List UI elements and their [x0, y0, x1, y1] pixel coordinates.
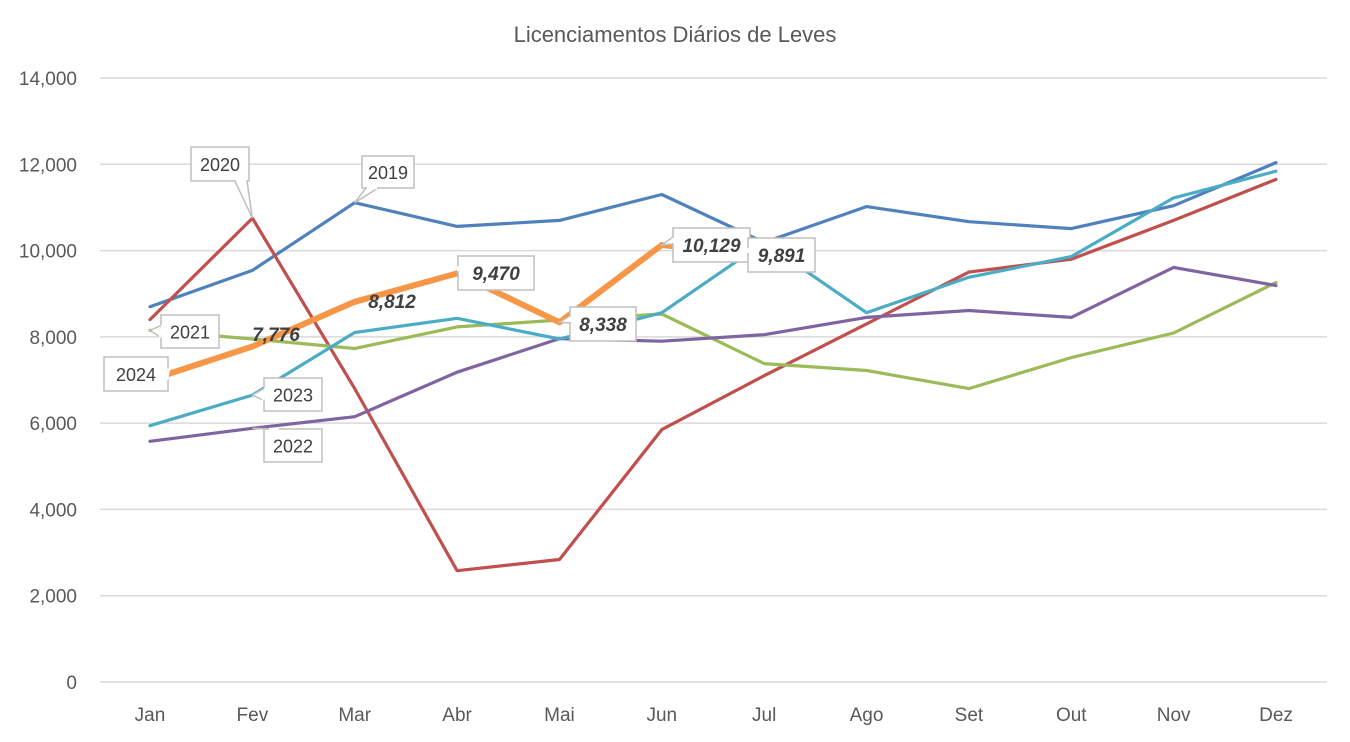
- series-callouts: 2019 2020 2021 2022 2023 2024: [103, 146, 415, 463]
- callout-pointer: [354, 187, 381, 204]
- x-tick-label: Fev: [237, 705, 269, 726]
- callout-box: [263, 428, 323, 463]
- callout-joint: [261, 388, 267, 401]
- data-label-text: 9,891: [758, 246, 806, 267]
- x-tick-label: Jul: [752, 705, 776, 726]
- data-labels: 7,776 8,812 9,470 8,338 10,129 9,891: [252, 227, 816, 346]
- callout-box: [103, 356, 169, 392]
- x-tick-label: Nov: [1157, 705, 1191, 726]
- y-tick-label: 2,000: [29, 587, 77, 608]
- series-line-2019: [148, 161, 1278, 309]
- data-label-box: [569, 306, 637, 342]
- callout-pointer: [233, 180, 254, 219]
- y-tick-label: 6,000: [29, 414, 77, 435]
- x-tick-label: Ago: [850, 705, 884, 726]
- x-tick-label: Mar: [338, 705, 371, 726]
- y-tick-label: 14,000: [19, 69, 77, 90]
- data-label-box: [457, 255, 535, 291]
- callout-label: 2021: [170, 323, 210, 343]
- callout-joint: [158, 325, 164, 338]
- x-tick-label: Set: [955, 705, 984, 726]
- callout-label: 2019: [368, 163, 408, 183]
- y-tick-label: 8,000: [29, 328, 77, 349]
- callout-2023: 2023: [250, 377, 323, 412]
- x-tick-label: Mai: [544, 705, 575, 726]
- callout-label: 2023: [273, 386, 313, 406]
- callout-label: 2022: [273, 437, 313, 457]
- y-tick-label: 10,000: [19, 242, 77, 263]
- data-label-2024: 9,891: [746, 237, 816, 273]
- data-label-text: 7,776: [252, 325, 300, 346]
- data-label-2024: 8,338: [557, 306, 637, 342]
- data-label-2024: 8,812: [368, 292, 416, 313]
- callout-box: [361, 155, 415, 189]
- data-label-2024: 7,776: [252, 325, 300, 346]
- x-tick-label: Out: [1056, 705, 1087, 726]
- data-label-2024: 9,470: [456, 255, 535, 291]
- callout-2021: 2021: [148, 314, 220, 349]
- callout-2022: 2022: [252, 427, 323, 463]
- callout-box: [190, 146, 250, 182]
- y-tick-label: 0: [66, 673, 77, 694]
- callout-2024: 2024: [103, 356, 171, 392]
- callout-2019: 2019: [354, 155, 415, 204]
- callout-box: [160, 314, 220, 349]
- series-line-2023: [148, 169, 1278, 428]
- y-tick-label: 12,000: [19, 155, 77, 176]
- series-line-2024: [147, 242, 768, 383]
- data-label-pointer: [659, 235, 674, 246]
- data-label-text: 10,129: [682, 236, 741, 257]
- series-line-2022: [148, 265, 1278, 443]
- data-label-text: 9,470: [472, 264, 520, 285]
- y-axis-ticks: 0 2,000 4,000 6,000 8,000 10,000 12,000 14,000: [19, 69, 77, 694]
- x-tick-label: Jan: [135, 705, 166, 726]
- series-line-2020: [148, 177, 1278, 573]
- data-label-2024: 10,129: [659, 227, 751, 263]
- callout-label: 2024: [116, 365, 156, 385]
- data-label-box: [747, 237, 816, 273]
- data-label-text: 8,812: [368, 292, 416, 313]
- data-label-box: [672, 227, 751, 263]
- callout-label: 2020: [200, 155, 240, 175]
- chart-title: Licenciamentos Diários de Leves: [514, 22, 837, 47]
- x-tick-label: Jun: [646, 705, 677, 726]
- data-label-text: 8,338: [579, 315, 627, 336]
- callout-2020: 2020: [190, 146, 254, 219]
- callout-joint: [165, 367, 171, 381]
- y-tick-label: 4,000: [29, 500, 77, 521]
- x-tick-label: Abr: [442, 705, 472, 726]
- x-axis-ticks: Jan Fev Mar Abr Mai Jun Jul Ago Set Out Nov Dez: [135, 705, 1293, 726]
- x-tick-label: Dez: [1259, 705, 1293, 726]
